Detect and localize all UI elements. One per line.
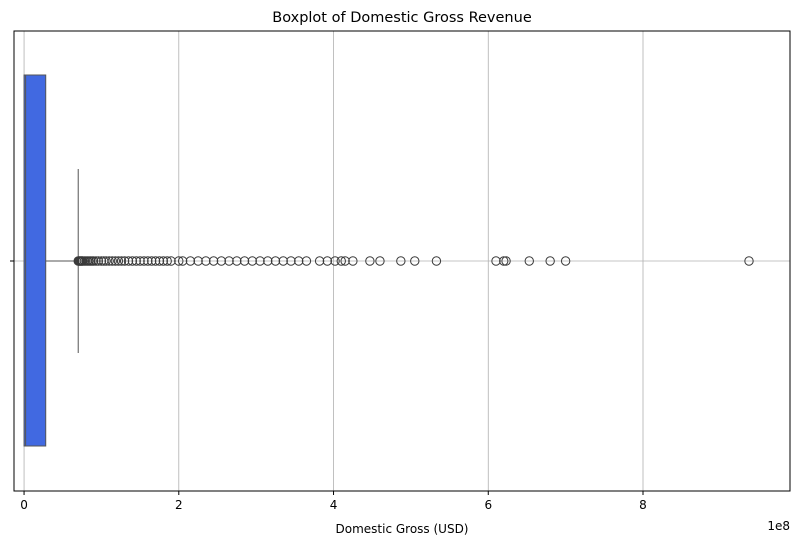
outlier-point (96, 256, 107, 266)
outlier-point (560, 256, 571, 266)
x-tick-label: 8 (639, 498, 647, 512)
outlier-point (193, 256, 203, 266)
outlier-point (177, 256, 188, 266)
outlier-point (107, 256, 117, 266)
box-element (23, 74, 79, 447)
outlier-point (127, 256, 138, 266)
outlier-point (499, 256, 509, 266)
outlier-point (340, 256, 350, 266)
x-tick-label: 6 (484, 498, 492, 512)
outlier-point (545, 256, 555, 266)
outlier-point (501, 256, 511, 266)
outlier-point (139, 256, 149, 266)
outlier-point (294, 256, 304, 266)
outlier-point (396, 256, 406, 266)
grid-lines (14, 31, 790, 491)
outlier-point (216, 256, 227, 266)
outlier-point (410, 256, 420, 266)
outlier-point (431, 256, 442, 266)
outlier-point (147, 256, 157, 266)
outlier-point (101, 256, 111, 266)
box-iqr (23, 74, 47, 447)
outlier-point (131, 256, 141, 266)
outlier-point (123, 256, 134, 266)
outlier-point (744, 256, 754, 266)
outlier-point (301, 256, 312, 266)
x-axis-offset-label: 1e8 (767, 519, 790, 533)
outlier-point (224, 256, 234, 266)
chart-title: Boxplot of Domestic Gross Revenue (272, 10, 532, 26)
outlier-point (365, 256, 375, 266)
outlier-point (104, 256, 114, 266)
outlier-point (185, 256, 196, 266)
outlier-point (348, 256, 358, 266)
x-tick-label: 0 (20, 498, 28, 512)
outlier-point (119, 256, 130, 266)
outlier-point (113, 256, 124, 266)
outlier-points (73, 256, 754, 266)
outlier-point (278, 256, 288, 266)
outlier-point (174, 256, 184, 266)
outlier-point (263, 256, 273, 266)
outlier-point (110, 256, 121, 266)
outlier-point (154, 256, 165, 266)
x-axis-label: Domestic Gross (USD) (336, 522, 469, 536)
outlier-point (91, 256, 101, 266)
outlier-point (88, 256, 99, 266)
outlier-point (270, 256, 281, 266)
outlier-point (143, 256, 153, 266)
outlier-point (491, 256, 501, 266)
outlier-point (93, 256, 104, 266)
x-tick-label: 4 (330, 498, 338, 512)
outlier-point (375, 256, 385, 266)
outlier-point (201, 256, 211, 266)
outlier-point (336, 256, 346, 266)
outlier-point (239, 256, 250, 266)
outlier-point (166, 256, 176, 266)
outlier-point (314, 256, 325, 266)
outlier-point (286, 256, 296, 266)
outlier-point (255, 256, 265, 266)
outlier-point (322, 256, 333, 266)
outlier-point (208, 256, 219, 266)
outlier-point (330, 256, 340, 266)
outlier-point (150, 256, 161, 266)
outlier-point (162, 256, 172, 266)
outlier-point (247, 256, 257, 266)
x-axis-ticks: 0 2 4 6 8 (20, 491, 647, 512)
outlier-point (116, 256, 127, 266)
outlier-point (135, 256, 145, 266)
outlier-point (158, 256, 169, 266)
outlier-point (232, 256, 242, 266)
x-tick-label: 2 (175, 498, 183, 512)
outlier-point (524, 256, 534, 266)
